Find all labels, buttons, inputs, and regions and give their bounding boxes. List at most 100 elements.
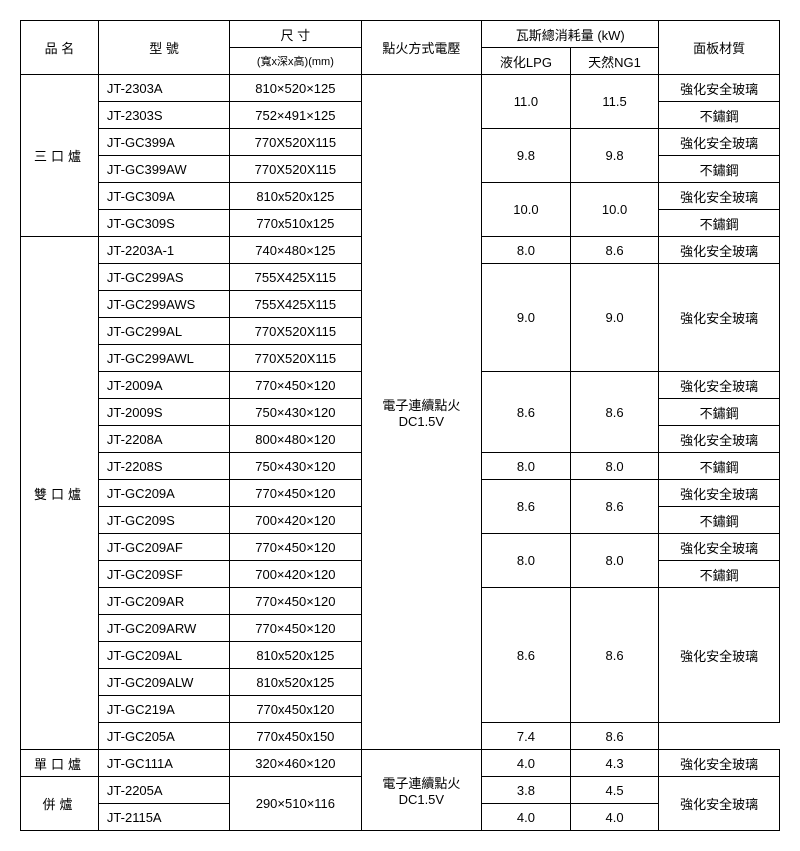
panel-cell: 強化安全玻璃 xyxy=(659,480,780,507)
size-cell: 810x520x125 xyxy=(230,642,361,669)
th-name: 品 名 xyxy=(21,21,99,75)
panel-cell: 不鏽鋼 xyxy=(659,156,780,183)
th-ng1: 天然NG1 xyxy=(570,48,659,75)
model-cell: JT-2203A-1 xyxy=(98,237,229,264)
size-cell: 810x520x125 xyxy=(230,669,361,696)
ignition2-line1: 電子連續點火 xyxy=(368,773,476,792)
size-cell: 755X425X115 xyxy=(230,264,361,291)
model-cell: JT-GC209A xyxy=(98,480,229,507)
model-cell: JT-GC205A xyxy=(98,723,229,750)
lpg-cell: 10.0 xyxy=(482,183,571,237)
size-cell: 800×480×120 xyxy=(230,426,361,453)
lpg-cell: 8.6 xyxy=(482,480,571,534)
size-cell: 770X520X115 xyxy=(230,345,361,372)
model-cell: JT-GC309S xyxy=(98,210,229,237)
model-cell: JT-GC219A xyxy=(98,696,229,723)
size-cell: 770x510x125 xyxy=(230,210,361,237)
model-cell: JT-2303S xyxy=(98,102,229,129)
ng1-cell: 9.0 xyxy=(570,264,659,372)
size-cell: 755X425X115 xyxy=(230,291,361,318)
panel-cell: 強化安全玻璃 xyxy=(659,75,780,102)
size-cell: 770×450×120 xyxy=(230,615,361,642)
th-size: 尺 寸 xyxy=(230,21,361,48)
panel-cell: 強化安全玻璃 xyxy=(659,426,780,453)
model-cell: JT-GC209AF xyxy=(98,534,229,561)
lpg-cell: 9.0 xyxy=(482,264,571,372)
panel-cell: 強化安全玻璃 xyxy=(659,237,780,264)
model-cell: JT-GC399AW xyxy=(98,156,229,183)
size-cell: 770×450×120 xyxy=(230,588,361,615)
panel-cell: 不鏽鋼 xyxy=(659,507,780,534)
ignition-cell: 電子連續點火 DC1.5V xyxy=(361,75,482,750)
size-cell: 770x450x150 xyxy=(230,723,361,750)
model-cell: JT-2009A xyxy=(98,372,229,399)
category-three: 三口爐 xyxy=(21,75,99,237)
model-cell: JT-2208A xyxy=(98,426,229,453)
ng1-cell: 8.6 xyxy=(570,723,659,750)
lpg-cell: 8.0 xyxy=(482,453,571,480)
panel-cell: 強化安全玻璃 xyxy=(659,264,780,372)
lpg-cell: 11.0 xyxy=(482,75,571,129)
th-gas: 瓦斯總消耗量 (kW) xyxy=(482,21,659,48)
ng1-cell: 8.6 xyxy=(570,588,659,723)
model-cell: JT-GC209AR xyxy=(98,588,229,615)
ng1-cell: 8.6 xyxy=(570,480,659,534)
lpg-cell: 8.0 xyxy=(482,534,571,588)
model-cell: JT-GC209AL xyxy=(98,642,229,669)
panel-cell: 不鏽鋼 xyxy=(659,399,780,426)
ng1-cell: 10.0 xyxy=(570,183,659,237)
panel-cell: 強化安全玻璃 xyxy=(659,534,780,561)
model-cell: JT-2009S xyxy=(98,399,229,426)
model-cell: JT-GC209ALW xyxy=(98,669,229,696)
model-cell: JT-GC299AWS xyxy=(98,291,229,318)
panel-cell: 不鏽鋼 xyxy=(659,453,780,480)
size-cell: 752×491×125 xyxy=(230,102,361,129)
model-cell: JT-GC209ARW xyxy=(98,615,229,642)
th-ignition: 點火方式電壓 xyxy=(361,21,482,75)
size-cell: 740×480×125 xyxy=(230,237,361,264)
ng1-cell: 8.6 xyxy=(570,237,659,264)
model-cell: JT-2115A xyxy=(98,804,229,831)
lpg-cell: 7.4 xyxy=(482,723,571,750)
model-cell: JT-2208S xyxy=(98,453,229,480)
lpg-cell: 3.8 xyxy=(482,777,571,804)
lpg-cell: 8.6 xyxy=(482,588,571,723)
ng1-cell: 4.5 xyxy=(570,777,659,804)
ng1-cell: 4.3 xyxy=(570,750,659,777)
lpg-cell: 8.0 xyxy=(482,237,571,264)
model-cell: JT-GC209SF xyxy=(98,561,229,588)
panel-cell: 不鏽鋼 xyxy=(659,102,780,129)
th-size-sub: (寬x深x高)(mm) xyxy=(230,48,361,75)
ignition-line1: 電子連續點火 xyxy=(368,395,476,414)
size-cell: 810×520×125 xyxy=(230,75,361,102)
th-panel: 面板材質 xyxy=(659,21,780,75)
panel-cell: 不鏽鋼 xyxy=(659,210,780,237)
model-cell: JT-2303A xyxy=(98,75,229,102)
model-cell: JT-GC299AWL xyxy=(98,345,229,372)
size-cell: 290×510×116 xyxy=(230,777,361,831)
lpg-cell: 9.8 xyxy=(482,129,571,183)
model-cell: JT-2205A xyxy=(98,777,229,804)
ng1-cell: 8.6 xyxy=(570,372,659,453)
size-cell: 770X520X115 xyxy=(230,318,361,345)
spec-table: 品 名 型 號 尺 寸 點火方式電壓 瓦斯總消耗量 (kW) 面板材質 (寬x深… xyxy=(20,20,780,831)
ignition-line2: DC1.5V xyxy=(368,414,476,429)
size-cell: 810x520x125 xyxy=(230,183,361,210)
lpg-cell: 8.6 xyxy=(482,372,571,453)
lpg-cell: 4.0 xyxy=(482,750,571,777)
size-cell: 770X520X115 xyxy=(230,156,361,183)
th-lpg: 液化LPG xyxy=(482,48,571,75)
lpg-cell: 4.0 xyxy=(482,804,571,831)
model-cell: JT-GC299AS xyxy=(98,264,229,291)
th-model: 型 號 xyxy=(98,21,229,75)
panel-cell: 強化安全玻璃 xyxy=(659,588,780,723)
size-cell: 770×450×120 xyxy=(230,372,361,399)
panel-cell: 強化安全玻璃 xyxy=(659,777,780,831)
ng1-cell: 8.0 xyxy=(570,534,659,588)
ng1-cell: 11.5 xyxy=(570,75,659,129)
model-cell: JT-GC299AL xyxy=(98,318,229,345)
ng1-cell: 4.0 xyxy=(570,804,659,831)
panel-cell: 強化安全玻璃 xyxy=(659,750,780,777)
size-cell: 750×430×120 xyxy=(230,453,361,480)
ng1-cell: 8.0 xyxy=(570,453,659,480)
